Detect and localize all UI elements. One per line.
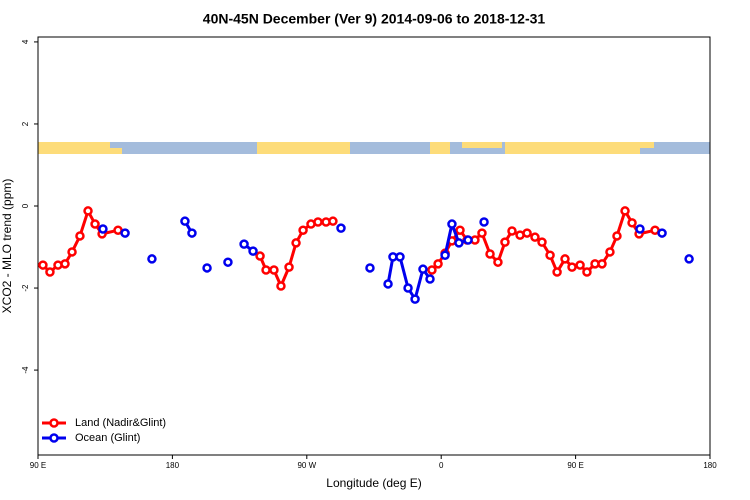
data-point [75, 231, 85, 241]
land-band [430, 142, 450, 154]
data-point [684, 254, 694, 264]
data-point [336, 223, 346, 233]
data-point [202, 263, 212, 273]
data-point [477, 228, 487, 238]
data-point [552, 267, 562, 277]
data-point [269, 265, 279, 275]
data-point [597, 259, 607, 269]
data-point [485, 249, 495, 259]
data-point [454, 238, 464, 248]
y-tick-label: 2 [21, 121, 30, 126]
data-point [187, 228, 197, 238]
data-point [433, 259, 443, 269]
legend-label: Ocean (Glint) [75, 432, 140, 444]
data-point [90, 219, 100, 229]
y-tick-label: -4 [21, 366, 30, 374]
land-band [38, 142, 110, 154]
data-point [605, 247, 615, 257]
y-tick-label: 0 [21, 203, 30, 208]
data-point [383, 279, 393, 289]
x-tick-label: 180 [703, 461, 717, 470]
data-point [440, 250, 450, 260]
x-tick-label: 0 [439, 461, 444, 470]
data-point [560, 254, 570, 264]
legend-marker [49, 433, 59, 443]
data-point [479, 217, 489, 227]
data-point [298, 225, 308, 235]
data-point [567, 262, 577, 272]
land-band [520, 142, 640, 154]
data-point [147, 254, 157, 264]
x-tick-label: 180 [166, 461, 180, 470]
data-point [575, 260, 585, 270]
data-point [522, 228, 532, 238]
data-point [455, 225, 465, 235]
data-point [403, 283, 413, 293]
data-point [365, 263, 375, 273]
data-point [223, 257, 233, 267]
legend-label: Land (Nadir&Glint) [75, 417, 166, 429]
data-point [447, 219, 457, 229]
data-point [427, 265, 437, 275]
data-point [120, 228, 130, 238]
data-point [313, 217, 323, 227]
data-point [627, 218, 637, 228]
data-point [248, 246, 258, 256]
data-point [284, 262, 294, 272]
data-point [98, 224, 108, 234]
chart-title: 40N-45N December (Ver 9) 2014-09-06 to 2… [203, 11, 546, 27]
data-point [261, 265, 271, 275]
data-point [635, 224, 645, 234]
x-axis-label: Longitude (deg E) [326, 476, 421, 490]
data-point [507, 226, 517, 236]
data-point [612, 231, 622, 241]
data-point [620, 206, 630, 216]
data-point [545, 250, 555, 260]
y-tick-label: -2 [21, 284, 30, 292]
data-point [180, 216, 190, 226]
data-point [537, 237, 547, 247]
data-point [239, 239, 249, 249]
land-ocean-strip [38, 142, 710, 154]
data-point [463, 235, 473, 245]
land-band [505, 142, 520, 154]
data-point [657, 228, 667, 238]
y-axis-label: XCO2 - MLO trend (ppm) [0, 179, 14, 314]
data-point [45, 267, 55, 277]
data-point [276, 281, 286, 291]
x-tick-label: 90 E [30, 461, 46, 470]
data-point [255, 251, 265, 261]
land-band [462, 142, 502, 148]
data-point [493, 257, 503, 267]
x-tick-label: 90 W [297, 461, 316, 470]
data-point [328, 216, 338, 226]
data-point [38, 260, 48, 270]
data-point [425, 274, 435, 284]
data-point [395, 252, 405, 262]
land-band [257, 142, 350, 154]
data-point [291, 238, 301, 248]
data-point [530, 232, 540, 242]
data-point [418, 264, 428, 274]
data-point [67, 247, 77, 257]
y-tick-label: 4 [21, 39, 30, 44]
series-line [41, 209, 656, 288]
plot-frame [37, 36, 711, 456]
data-point [60, 259, 70, 269]
data-point [582, 267, 592, 277]
data-point [410, 294, 420, 304]
x-tick-label: 90 E [567, 461, 583, 470]
land-band [640, 142, 654, 148]
land-band [110, 148, 122, 154]
legend-marker [49, 418, 59, 428]
data-point [500, 237, 510, 247]
data-point [83, 206, 93, 216]
